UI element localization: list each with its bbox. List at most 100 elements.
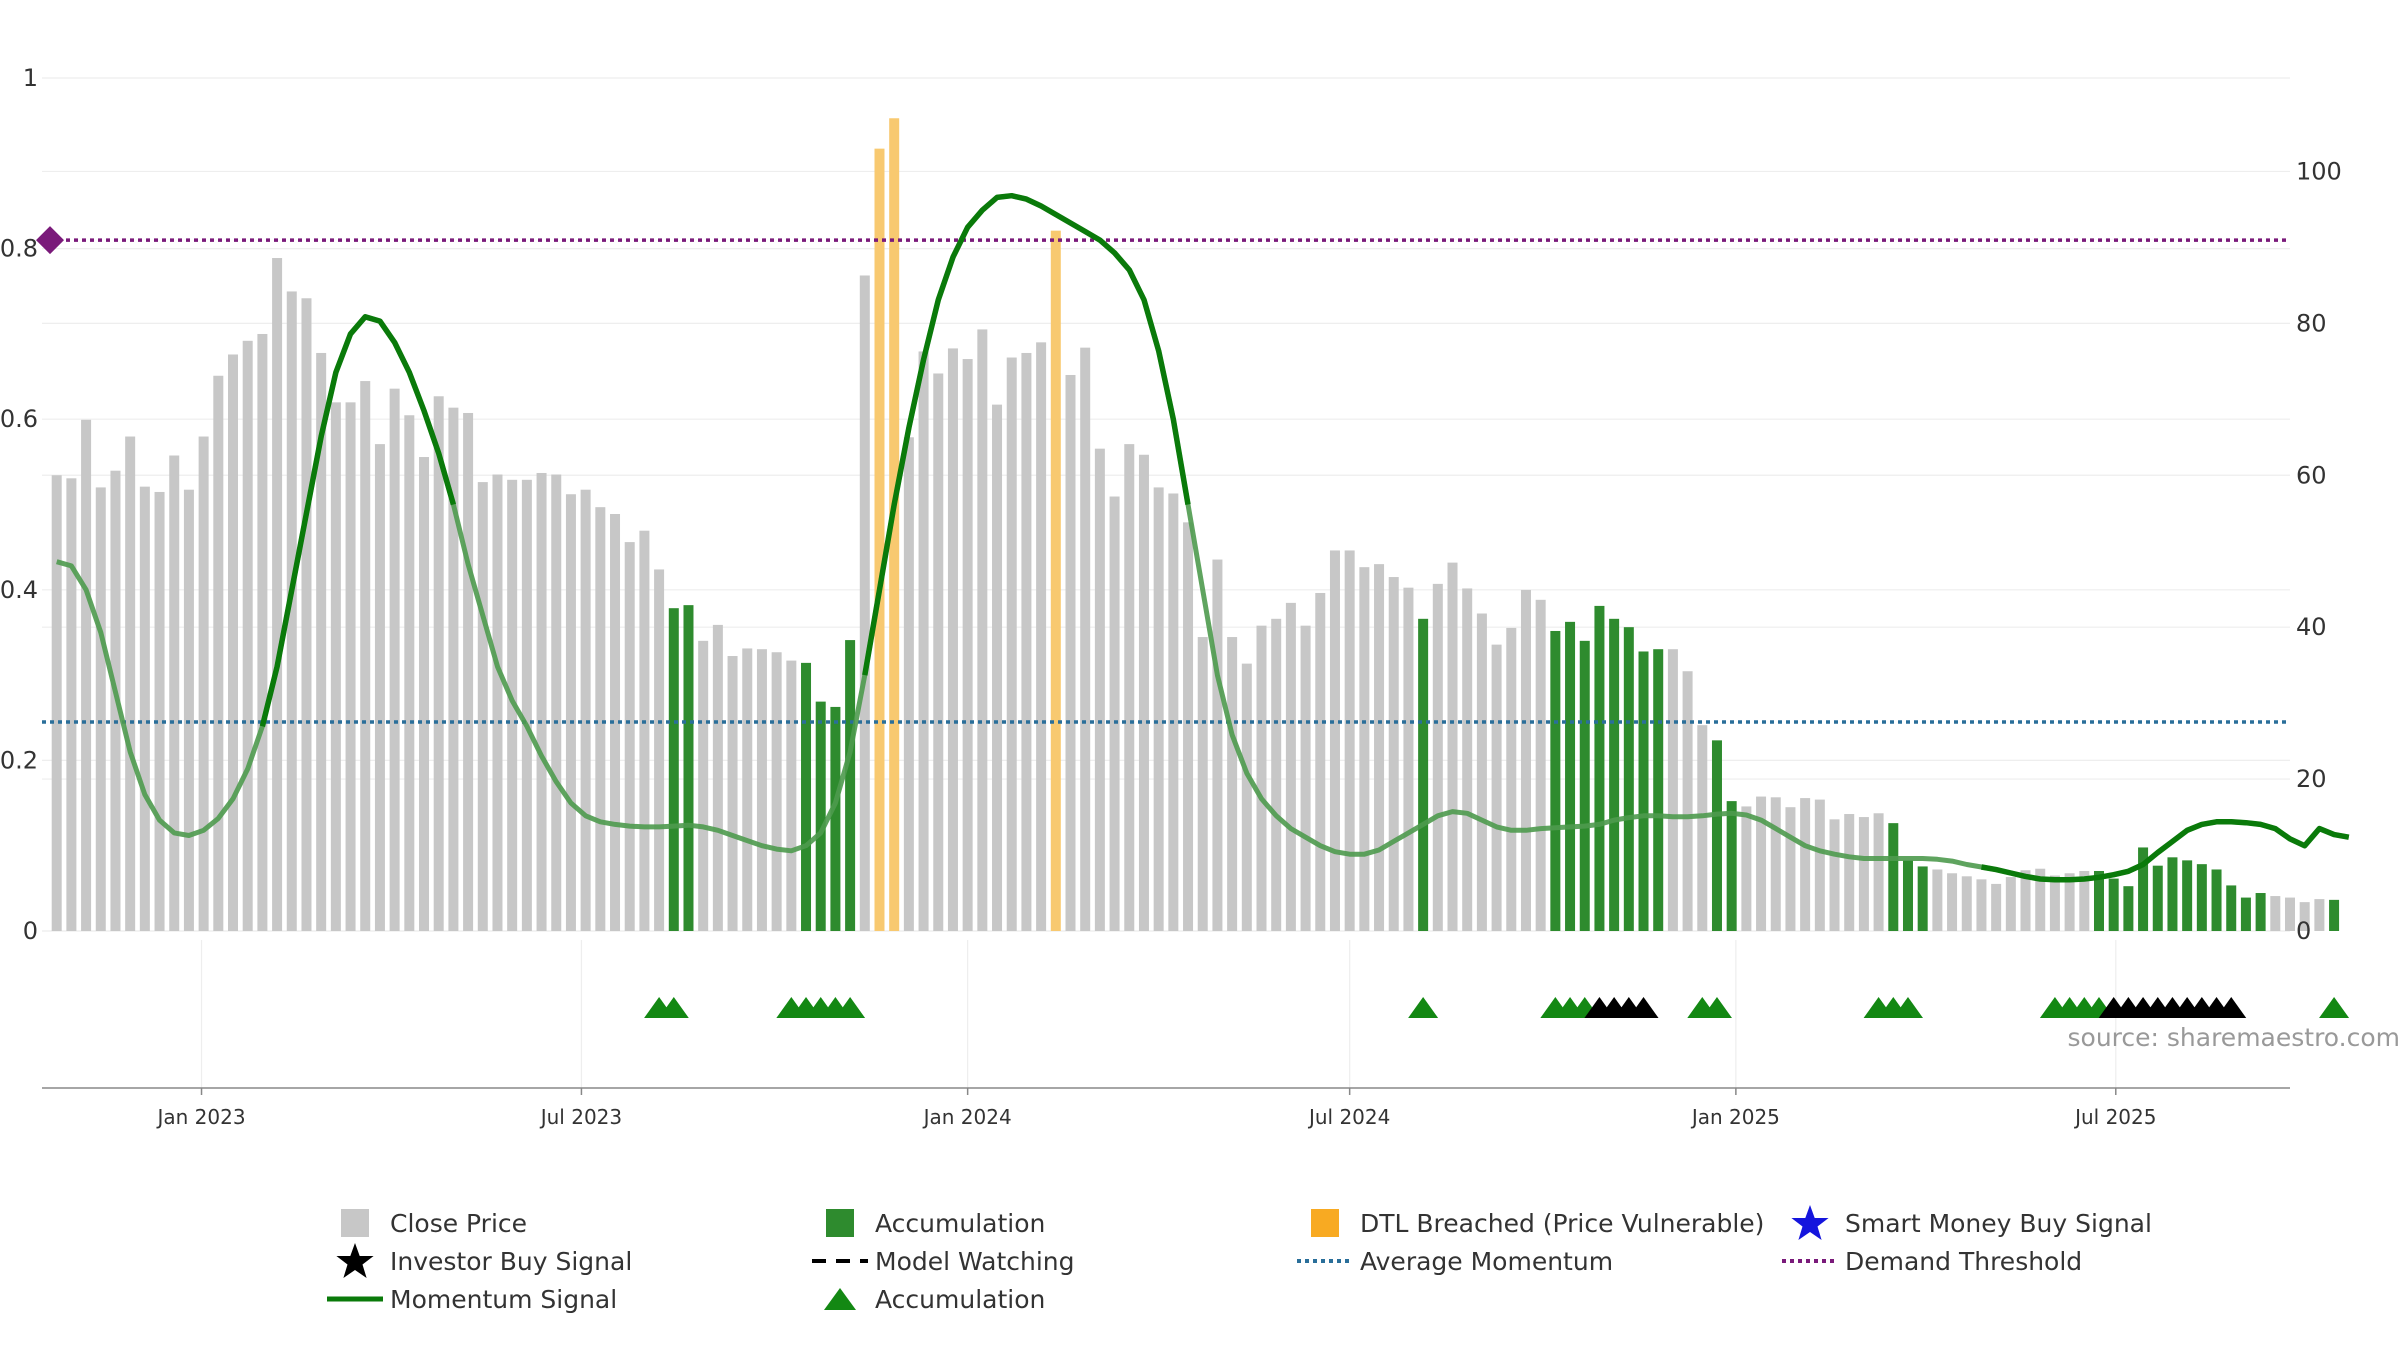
accumulation-bar bbox=[1902, 860, 1913, 931]
date-tick-label: Jul 2024 bbox=[1307, 1105, 1390, 1129]
close-price-bar bbox=[419, 457, 430, 931]
accumulation-bar bbox=[2123, 886, 2134, 931]
close-price-bar bbox=[125, 436, 136, 931]
axes: Jan 2023 Jul 2023 Jan 2024 Jul 2024 Jan 2025… bbox=[0, 64, 2342, 1129]
accumulation-bar bbox=[1418, 618, 1429, 931]
close-price-bar bbox=[2049, 875, 2060, 931]
close-price-bar bbox=[2005, 877, 2016, 931]
left-axis-tick-label: 0.8 bbox=[0, 235, 38, 263]
accumulation-bar bbox=[1711, 740, 1722, 931]
dtl-breached-bar bbox=[889, 118, 900, 932]
close-price-bar bbox=[565, 494, 576, 931]
accumulation-bar bbox=[2196, 864, 2207, 931]
close-price-bar bbox=[962, 359, 973, 931]
close-price-bar bbox=[1065, 374, 1076, 931]
signal-lines bbox=[36, 192, 2350, 883]
close-price-bar bbox=[933, 373, 944, 931]
close-price-bar bbox=[1976, 879, 1987, 931]
dotted-line-icon bbox=[1290, 1243, 1360, 1279]
left-axis-tick-label: 0.2 bbox=[0, 746, 38, 774]
close-price-bar bbox=[51, 475, 62, 931]
close-price-bar bbox=[66, 478, 77, 931]
date-tick-label: Jan 2024 bbox=[922, 1105, 1012, 1129]
close-price-bar bbox=[1388, 577, 1399, 931]
close-price-bar bbox=[1829, 819, 1840, 931]
legend-item-accumulation-bar: Accumulation bbox=[805, 1205, 1045, 1241]
accumulation-bar bbox=[1888, 823, 1899, 931]
close-price-bar bbox=[1300, 625, 1311, 931]
right-axis-tick-label: 80 bbox=[2296, 309, 2327, 337]
close-price-bar bbox=[1256, 625, 1267, 931]
legend-item-close-price: Close Price bbox=[320, 1205, 527, 1241]
legend-item-investor-signal: Investor Buy Signal bbox=[320, 1243, 632, 1279]
close-price-bar bbox=[2079, 870, 2090, 931]
accumulation-bar bbox=[2240, 897, 2251, 931]
legend-item-dtl-breached: DTL Breached (Price Vulnerable) bbox=[1290, 1205, 1764, 1241]
accumulation-marker bbox=[1892, 997, 1923, 1018]
source-attribution: source: sharemaestro.com bbox=[2067, 1023, 2400, 1052]
accumulation-bar bbox=[2167, 857, 2178, 931]
close-price-bar bbox=[286, 291, 297, 931]
dtl-breached-bar bbox=[1050, 230, 1061, 932]
accumulation-bar bbox=[1594, 605, 1605, 931]
close-price-bar bbox=[727, 656, 738, 931]
close-price-bar bbox=[1271, 618, 1282, 931]
close-price-bar bbox=[2314, 899, 2325, 931]
close-price-bar bbox=[345, 402, 356, 931]
close-price-bar bbox=[169, 455, 180, 931]
black-star-icon bbox=[320, 1243, 390, 1279]
accumulation-marker bbox=[2319, 997, 2350, 1018]
close-price-bar bbox=[1241, 663, 1252, 931]
close-price-bar bbox=[1315, 592, 1326, 931]
close-price-bar bbox=[272, 258, 283, 932]
close-price-bar bbox=[1036, 342, 1047, 931]
close-price-bar bbox=[330, 402, 341, 931]
legend-label: Accumulation bbox=[875, 1208, 1046, 1238]
legend-label: Model Watching bbox=[875, 1246, 1075, 1276]
close-price-bar bbox=[492, 474, 503, 931]
accumulation-bar bbox=[2226, 885, 2237, 931]
legend-item-smart-money: Smart Money Buy Signal bbox=[1775, 1205, 2152, 1241]
accumulation-bar bbox=[801, 662, 812, 931]
right-axis-tick-label: 100 bbox=[2296, 157, 2342, 185]
accumulation-bar bbox=[1565, 621, 1576, 931]
legend-label: Average Momentum bbox=[1360, 1246, 1614, 1276]
close-price-bar bbox=[433, 396, 444, 932]
close-price-bar bbox=[213, 375, 224, 931]
grid-lines bbox=[42, 77, 2290, 1088]
close-price-bar bbox=[2064, 873, 2075, 931]
investor-buy-marker bbox=[1628, 997, 1659, 1018]
close-price-bar bbox=[947, 348, 958, 931]
blue-star-icon bbox=[1775, 1205, 1845, 1241]
left-axis-tick-label: 0 bbox=[23, 917, 38, 945]
close-price-bar bbox=[1697, 725, 1708, 931]
right-axis-tick-label: 0 bbox=[2296, 917, 2311, 945]
close-price-bar bbox=[1535, 599, 1546, 931]
close-price-bar bbox=[1374, 564, 1385, 931]
legend-item-model-watching: Model Watching bbox=[805, 1243, 1075, 1279]
close-price-bar bbox=[389, 388, 400, 932]
accumulation-bar bbox=[1579, 640, 1590, 931]
accumulation-bar bbox=[1653, 649, 1664, 931]
close-price-bar bbox=[198, 436, 209, 931]
close-price-bar bbox=[992, 404, 1003, 931]
close-price-bar bbox=[2020, 870, 2031, 931]
close-price-bar bbox=[242, 340, 253, 931]
close-price-bar bbox=[1168, 493, 1179, 931]
close-price-bar bbox=[1741, 806, 1752, 931]
legend-label: Smart Money Buy Signal bbox=[1845, 1208, 2152, 1238]
close-price-bar bbox=[1506, 627, 1517, 931]
gray-square-icon bbox=[320, 1205, 390, 1241]
close-price-bar bbox=[1329, 550, 1340, 931]
close-price-bar bbox=[1520, 589, 1531, 931]
close-price-bar bbox=[1006, 357, 1017, 931]
close-price-bar bbox=[903, 437, 914, 931]
momentum-signal-strong-segment bbox=[259, 314, 457, 727]
close-price-bar bbox=[756, 649, 767, 931]
close-price-bar bbox=[551, 474, 562, 931]
accumulation-bar bbox=[2182, 860, 2193, 931]
close-price-bar bbox=[95, 487, 106, 931]
close-price-bar bbox=[742, 648, 753, 931]
date-tick-label: Jul 2023 bbox=[539, 1105, 622, 1129]
